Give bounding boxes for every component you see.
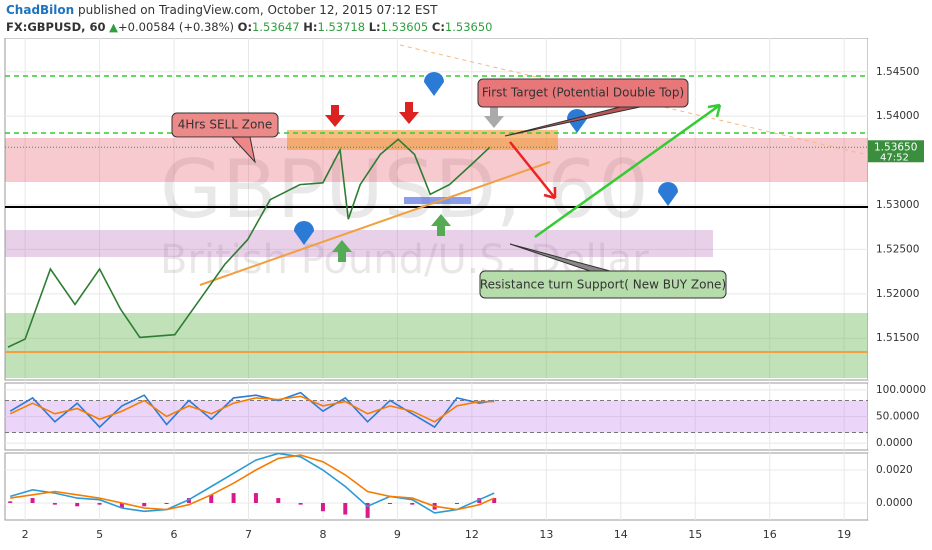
y-tick-label: 1.54000 bbox=[876, 110, 919, 122]
series-line bbox=[10, 454, 495, 511]
axis-background bbox=[868, 38, 932, 380]
histogram-bar bbox=[276, 498, 281, 504]
x-tick-label: 19 bbox=[837, 528, 851, 541]
stoch-band bbox=[5, 400, 868, 433]
open-label: O: bbox=[237, 20, 253, 34]
x-tick-label: 13 bbox=[539, 528, 553, 541]
x-tick-label: 2 bbox=[22, 528, 29, 541]
series-line bbox=[9, 395, 495, 423]
histogram-bar bbox=[164, 503, 169, 505]
histogram-bar bbox=[253, 493, 258, 504]
series-line bbox=[7, 138, 491, 348]
y-tick-label: 1.53000 bbox=[876, 199, 919, 211]
histogram-bar bbox=[492, 498, 497, 504]
histogram-bar bbox=[298, 503, 303, 505]
change: +0.00584 (+0.38%) bbox=[118, 20, 235, 34]
buy-zone bbox=[5, 230, 713, 257]
histogram-bar bbox=[8, 501, 13, 504]
author[interactable]: ChadBilon bbox=[6, 3, 75, 17]
y-tick-label: 0.0000 bbox=[876, 497, 913, 509]
open: 1.53647 bbox=[252, 20, 300, 34]
price-tag-label: 1.53650 bbox=[874, 141, 917, 153]
symbol-line: FX:GBPUSD, 60 ▲+0.00584 (+0.38%) O:1.536… bbox=[6, 20, 492, 34]
y-tick-label: 1.52500 bbox=[876, 243, 919, 255]
x-tick-label: 6 bbox=[171, 528, 178, 541]
histogram-bar bbox=[454, 503, 459, 505]
histogram-bar bbox=[343, 503, 348, 515]
histogram-bar bbox=[410, 503, 415, 505]
axis-background bbox=[868, 383, 932, 450]
x-tick-label: 16 bbox=[763, 528, 777, 541]
x-tick-label: 5 bbox=[96, 528, 103, 541]
y-tick-label: 100.0000 bbox=[876, 384, 926, 396]
up-arrow: ▲ bbox=[109, 20, 119, 34]
y-tick-label: 50.0000 bbox=[876, 411, 919, 423]
y-tick-label: 1.51500 bbox=[876, 332, 919, 344]
x-tick-label: 12 bbox=[465, 528, 479, 541]
histogram-bar bbox=[387, 503, 392, 505]
publish-line: ChadBilon published on TradingView.com, … bbox=[6, 3, 437, 17]
histogram-bar bbox=[231, 493, 236, 504]
countdown: 47:52 bbox=[880, 152, 909, 163]
x-tick-label: 8 bbox=[319, 528, 326, 541]
histogram-bar bbox=[320, 503, 325, 512]
low: 1.53605 bbox=[380, 20, 429, 34]
x-tick-label: 9 bbox=[394, 528, 401, 541]
published: published on TradingView.com, October 12… bbox=[78, 3, 438, 17]
y-tick-label: 0.0020 bbox=[876, 464, 913, 476]
chart: GBPUSD, 60 British Pound/U.S. Dollar 1.5… bbox=[4, 38, 932, 541]
close-label: C: bbox=[431, 20, 445, 34]
price-tag bbox=[868, 140, 924, 163]
histogram-bar bbox=[30, 498, 35, 504]
histogram-bar bbox=[209, 494, 214, 504]
histogram-bar bbox=[142, 503, 147, 507]
histogram-bar bbox=[97, 503, 102, 505]
symbol: FX:GBPUSD, 60 bbox=[6, 20, 106, 34]
trend-line bbox=[199, 161, 551, 286]
axis-background bbox=[868, 453, 932, 520]
high-label: H: bbox=[303, 20, 318, 34]
histogram-bar bbox=[75, 503, 80, 507]
histogram-bar bbox=[119, 503, 124, 508]
high: 1.53718 bbox=[317, 20, 366, 34]
target-zone bbox=[287, 130, 558, 150]
x-tick-label: 7 bbox=[245, 528, 252, 541]
low-label: L: bbox=[368, 20, 381, 34]
x-tick-label: 14 bbox=[614, 528, 628, 541]
histogram-bar bbox=[52, 503, 57, 505]
histogram-bar bbox=[365, 503, 370, 518]
y-tick-label: 0.0000 bbox=[876, 437, 913, 449]
series-line bbox=[9, 452, 495, 514]
x-tick-label: 15 bbox=[688, 528, 702, 541]
support-zone bbox=[5, 313, 868, 378]
series-line bbox=[9, 391, 495, 429]
y-tick-label: 1.54500 bbox=[876, 66, 919, 78]
close: 1.53650 bbox=[444, 20, 493, 34]
y-tick-label: 1.52000 bbox=[876, 288, 919, 300]
